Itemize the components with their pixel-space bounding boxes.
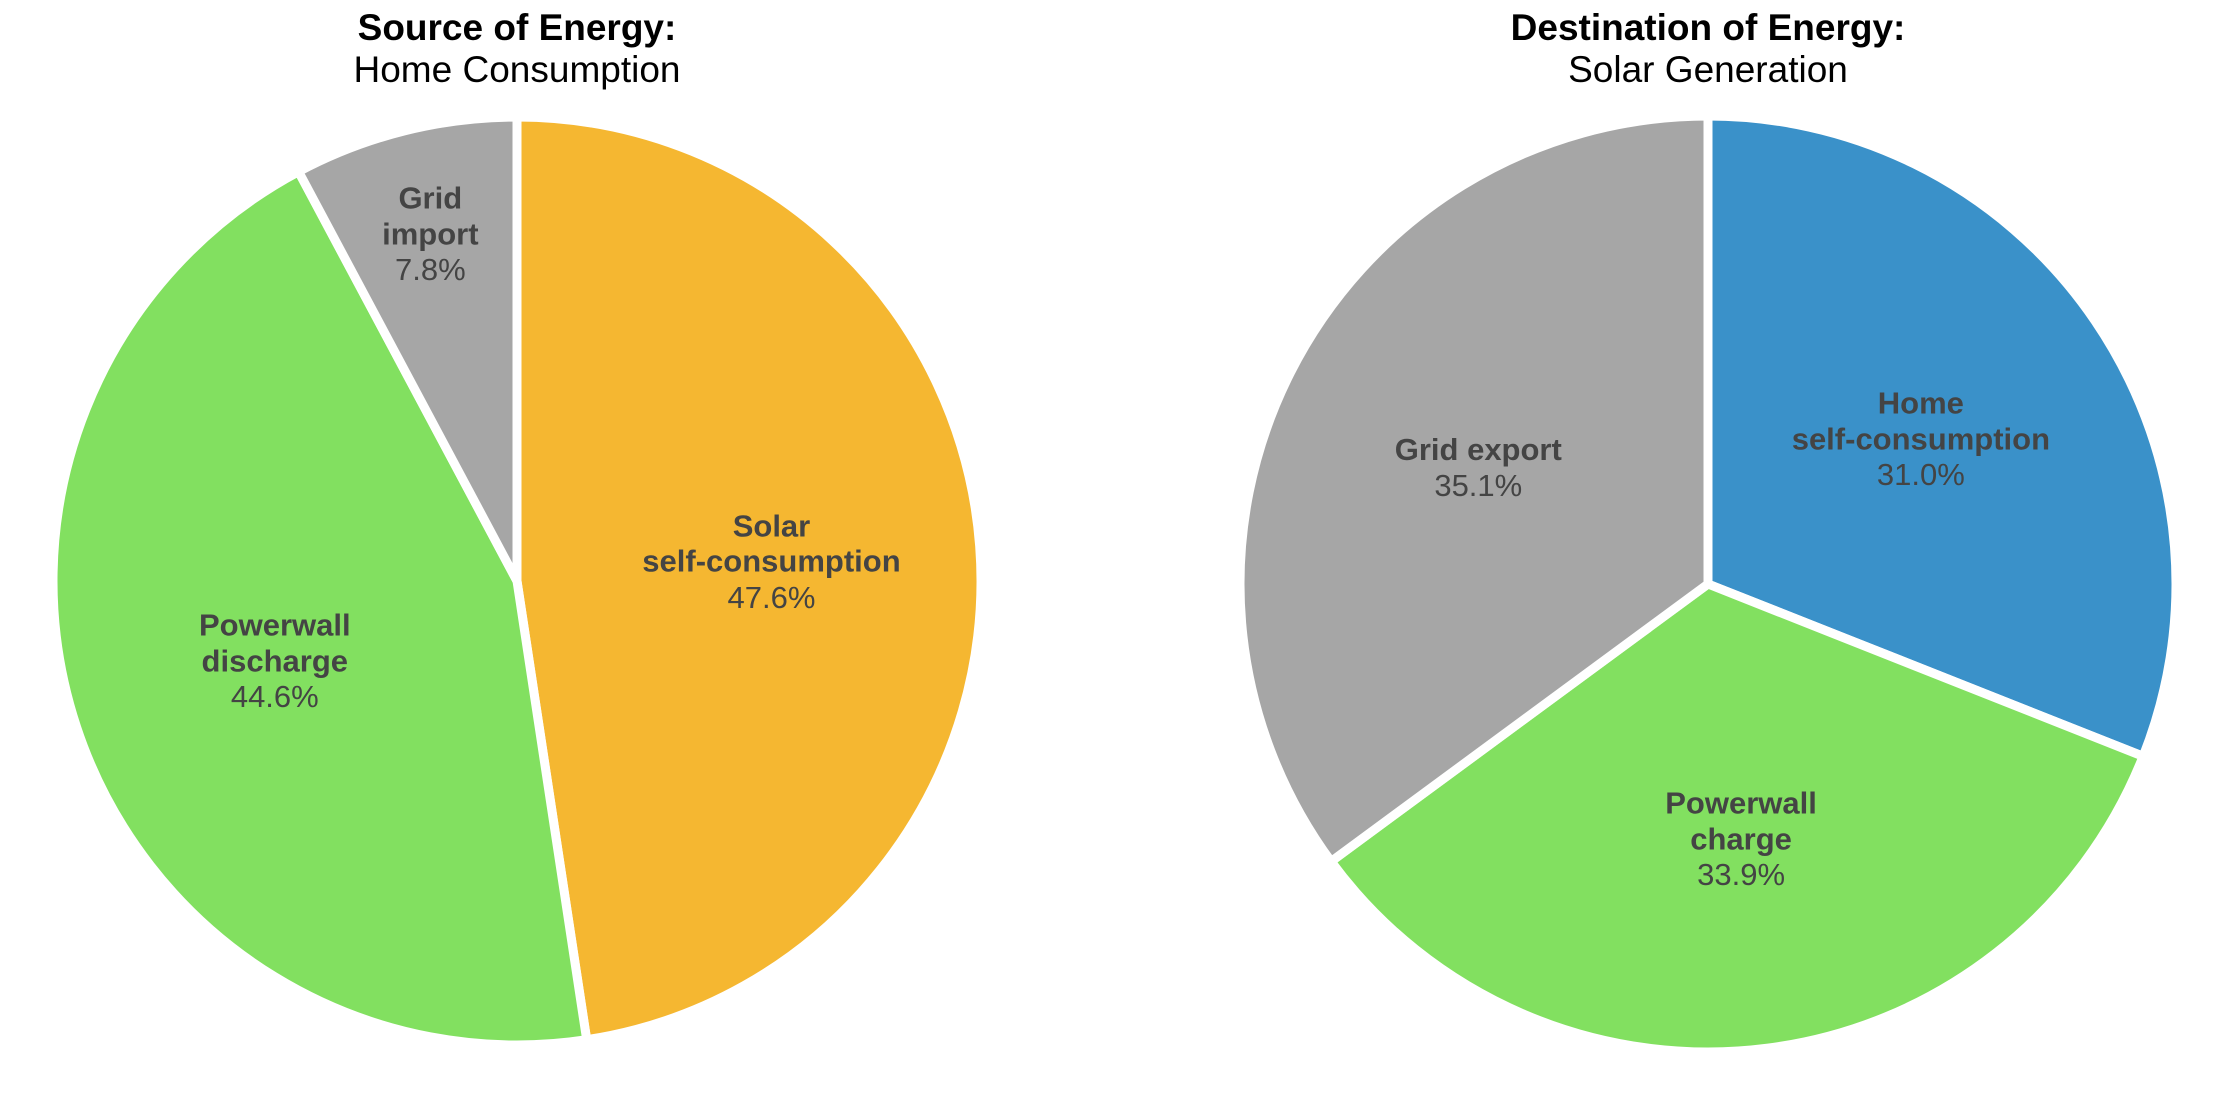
chart-subtitle: Solar Generation bbox=[1568, 49, 1848, 90]
pie-slice bbox=[48, 165, 592, 1050]
slice-label: Powerwall charge bbox=[1665, 785, 1817, 857]
pie-slice bbox=[1235, 111, 1713, 868]
slice-label: Grid import bbox=[382, 180, 479, 252]
slice-label: Solar self-consumption bbox=[642, 508, 901, 579]
chart-title: Destination of Energy: bbox=[1510, 7, 1906, 48]
chart-title: Source of Energy: bbox=[357, 7, 677, 48]
slice-value-label: 35.1% bbox=[1434, 467, 1523, 503]
pie-slice bbox=[1324, 578, 2149, 1057]
slice-value-label: 7.8% bbox=[394, 252, 466, 288]
pie-slice bbox=[512, 112, 986, 1045]
slice-value-label: 47.6% bbox=[727, 579, 816, 615]
slice-label: Powerwall discharge bbox=[198, 607, 351, 679]
slice-label: Grid export bbox=[1394, 432, 1562, 468]
slice-value-label: 31.0% bbox=[1876, 457, 1965, 493]
chart-subtitle: Home Consumption bbox=[353, 49, 681, 90]
pie-slice bbox=[292, 112, 522, 584]
slice-value-label: 33.9% bbox=[1697, 857, 1786, 893]
slice-value-label: 44.6% bbox=[230, 679, 319, 715]
slice-label: Home self-consumption bbox=[1791, 385, 2051, 457]
pie-slice bbox=[1703, 111, 2181, 763]
